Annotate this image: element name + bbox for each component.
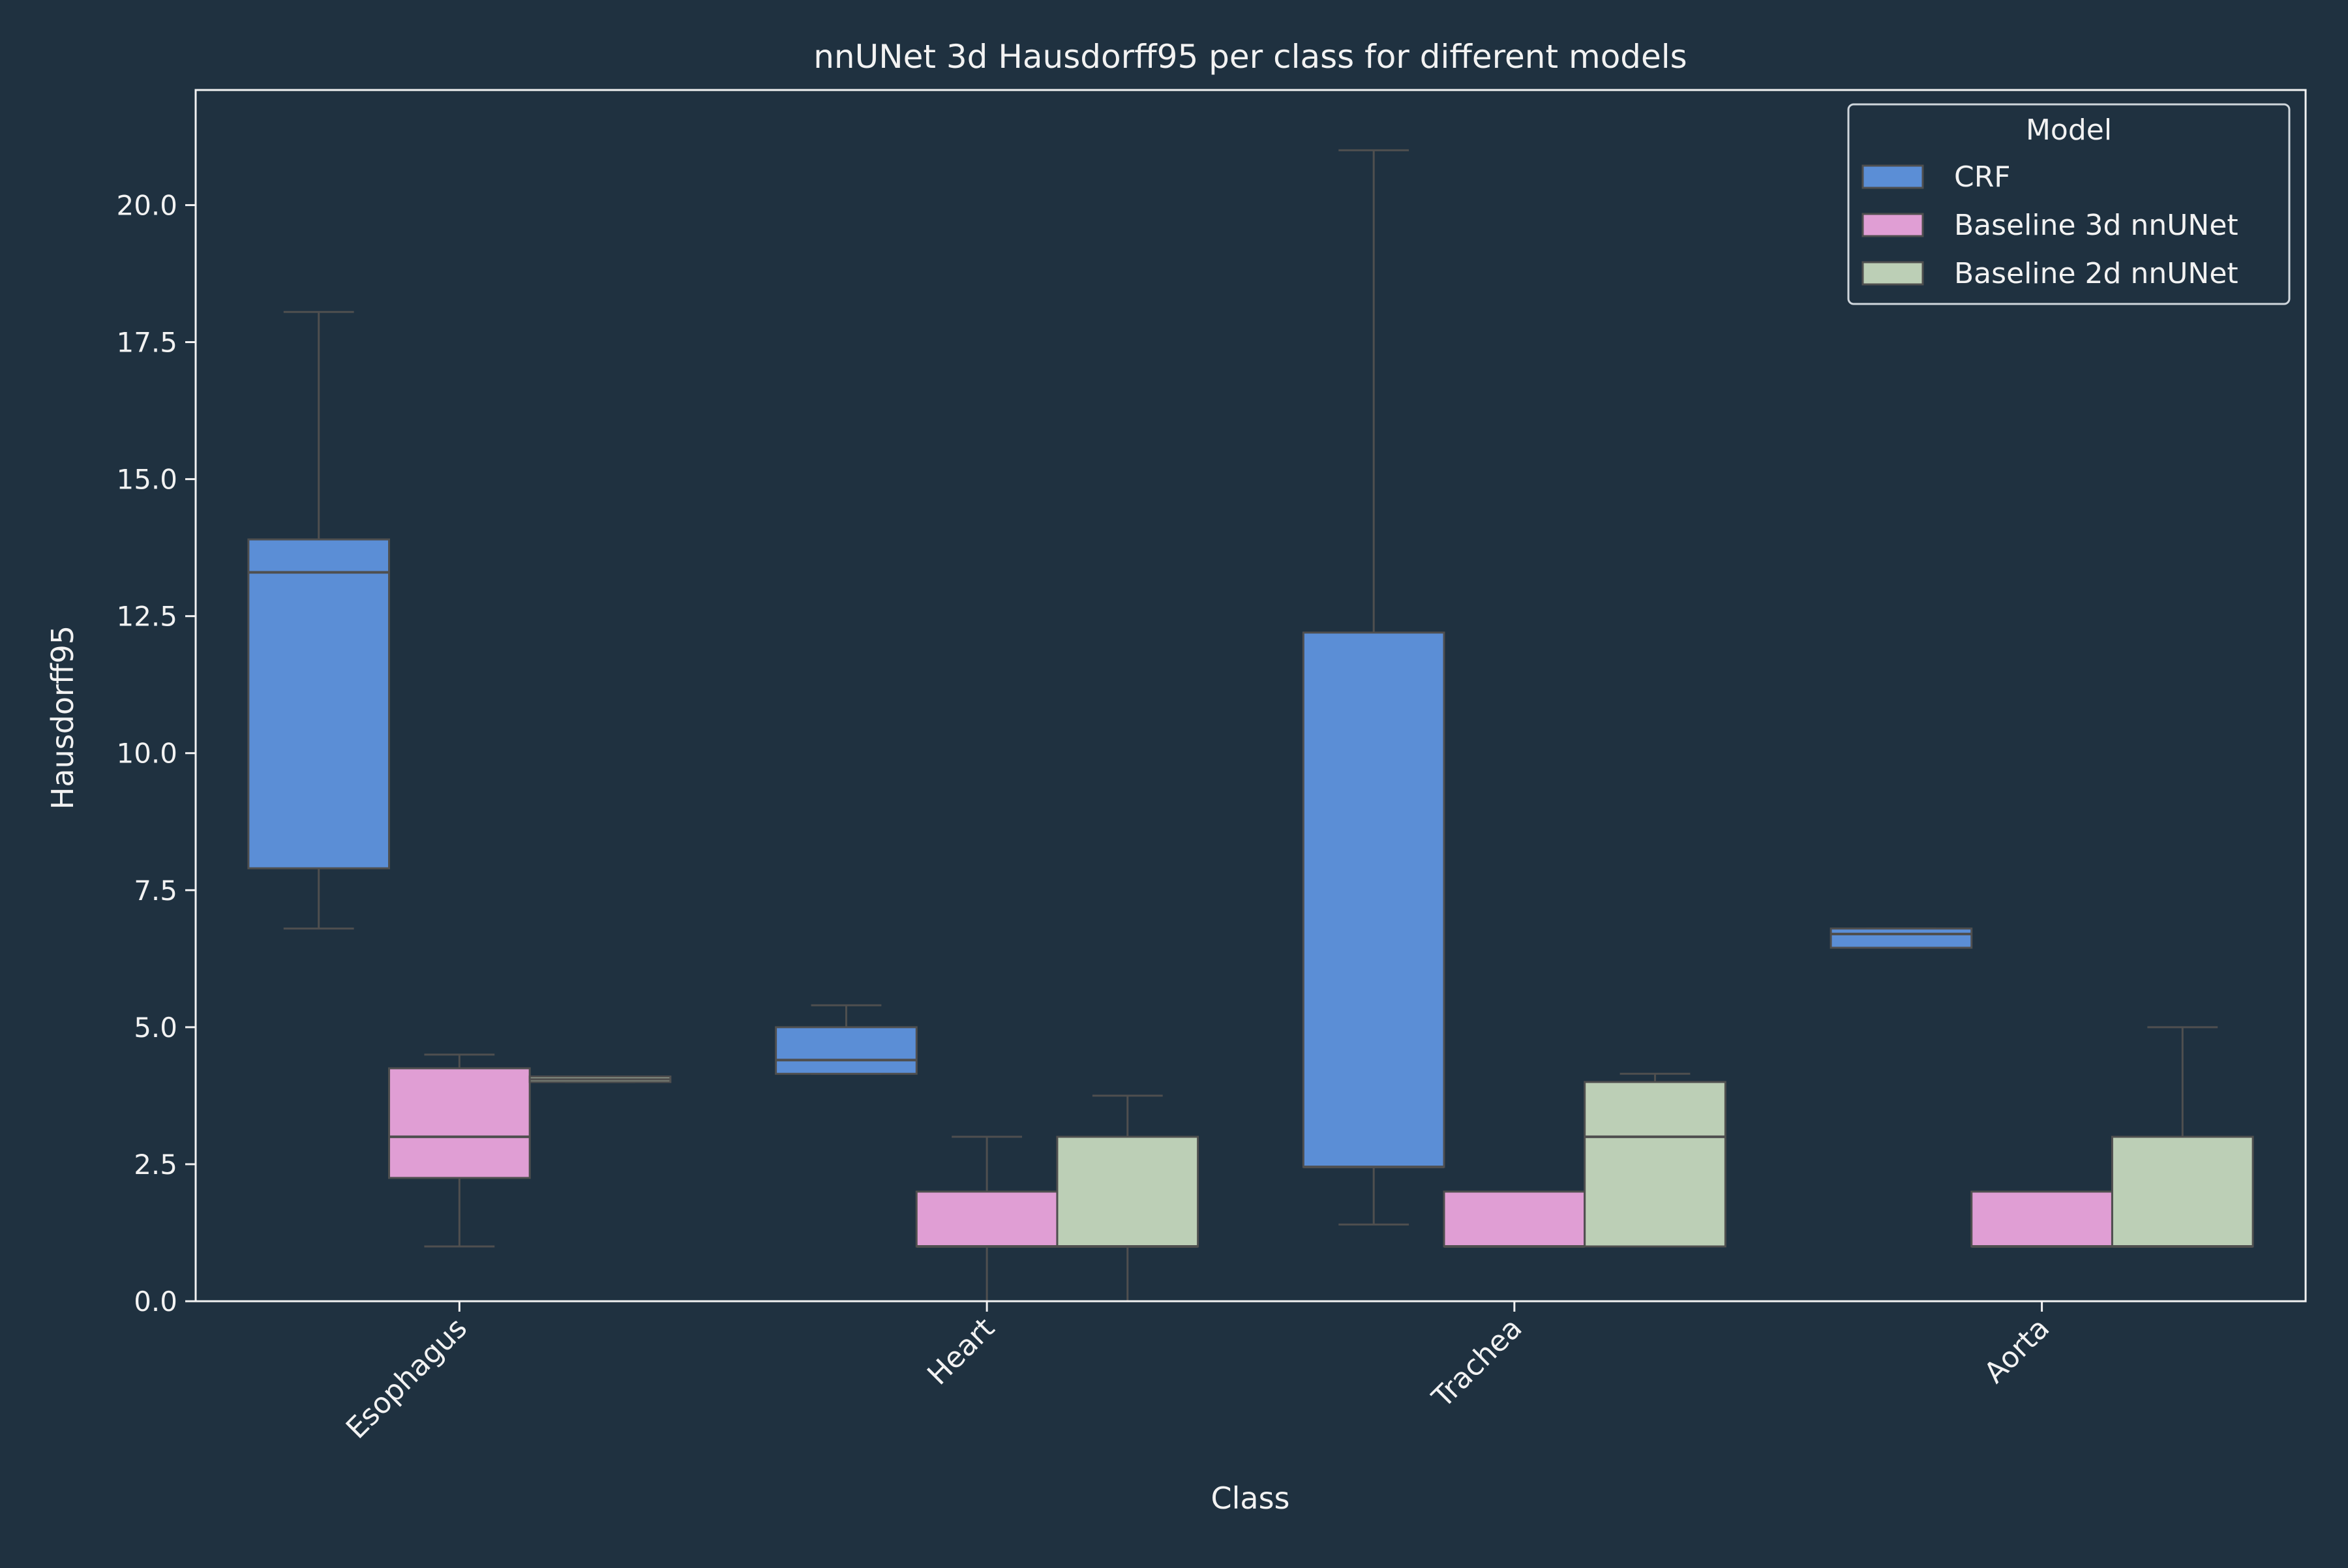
legend-swatch xyxy=(1861,261,1924,286)
legend-frame xyxy=(1847,103,2291,305)
y-tick-label: 15.0 xyxy=(116,464,177,496)
box-heart-2[interactable] xyxy=(1056,1094,1199,1303)
box-esophagus-0[interactable] xyxy=(247,310,391,930)
box-aorta-0[interactable] xyxy=(1829,927,1973,949)
box-heart-0[interactable] xyxy=(775,1004,918,1075)
legend-swatch xyxy=(1861,164,1924,189)
y-tick-label: 2.5 xyxy=(134,1149,177,1181)
box-esophagus-1[interactable] xyxy=(388,1053,531,1248)
box-body xyxy=(1056,1136,1199,1248)
y-tick-label: 5.0 xyxy=(134,1012,177,1044)
legend-label: Baseline 3d nnUNet xyxy=(1954,209,2238,242)
box-body xyxy=(1970,1190,2113,1248)
x-tick-label-heart: Heart xyxy=(921,1312,1001,1392)
box-body xyxy=(775,1026,918,1075)
box-heart-1[interactable] xyxy=(915,1136,1059,1303)
x-tick-label-trachea: Trachea xyxy=(1426,1312,1529,1415)
y-axis-label: Hausdorff95 xyxy=(45,626,80,809)
box-trachea-1[interactable] xyxy=(1443,1190,1586,1248)
legend-item-1[interactable]: Baseline 3d nnUNet xyxy=(1861,209,2238,242)
box-aorta-1[interactable] xyxy=(1970,1190,2113,1248)
x-axis-label: Class xyxy=(1211,1481,1289,1516)
box-body xyxy=(915,1190,1059,1248)
legend[interactable]: Model CRF Baseline 3d nnUNet Baseline 2d n… xyxy=(1847,103,2291,305)
legend-item-2[interactable]: Baseline 2d nnUNet xyxy=(1861,257,2238,290)
legend-label: Baseline 2d nnUNet xyxy=(1954,257,2238,290)
box-body xyxy=(1302,631,1445,1168)
y-tick-label: 10.0 xyxy=(116,738,177,770)
y-tick-label: 17.5 xyxy=(116,327,177,359)
legend-label: CRF xyxy=(1954,160,2011,194)
y-tick-label: 0.0 xyxy=(134,1286,177,1318)
x-tick-label-aorta: Aorta xyxy=(1978,1312,2056,1390)
box-body xyxy=(1829,927,1973,949)
chart-title: nnUNet 3d Hausdorff95 per class for diff… xyxy=(813,38,1687,76)
legend-swatch xyxy=(1861,213,1924,237)
y-tick-label: 12.5 xyxy=(116,601,177,633)
box-body xyxy=(1443,1190,1586,1248)
boxes-layer xyxy=(247,149,2254,1303)
box-body xyxy=(1584,1081,1726,1248)
box-esophagus-2[interactable] xyxy=(528,1075,672,1083)
box-trachea-2[interactable] xyxy=(1584,1072,1726,1248)
box-body xyxy=(2111,1136,2254,1248)
box-aorta-2[interactable] xyxy=(2111,1026,2254,1248)
legend-items: CRF Baseline 3d nnUNet Baseline 2d nnUNet xyxy=(1861,160,2238,290)
y-tick-label: 7.5 xyxy=(134,875,177,907)
legend-item-0[interactable]: CRF xyxy=(1861,160,2011,194)
y-tick-label: 20.0 xyxy=(116,189,177,221)
box-body xyxy=(247,538,391,869)
box-trachea-0[interactable] xyxy=(1302,149,1445,1226)
x-tick-label-esophagus: Esophagus xyxy=(340,1312,474,1445)
plot-frame xyxy=(194,89,2307,1303)
legend-title: Model xyxy=(2026,113,2112,147)
box-body xyxy=(388,1067,531,1179)
